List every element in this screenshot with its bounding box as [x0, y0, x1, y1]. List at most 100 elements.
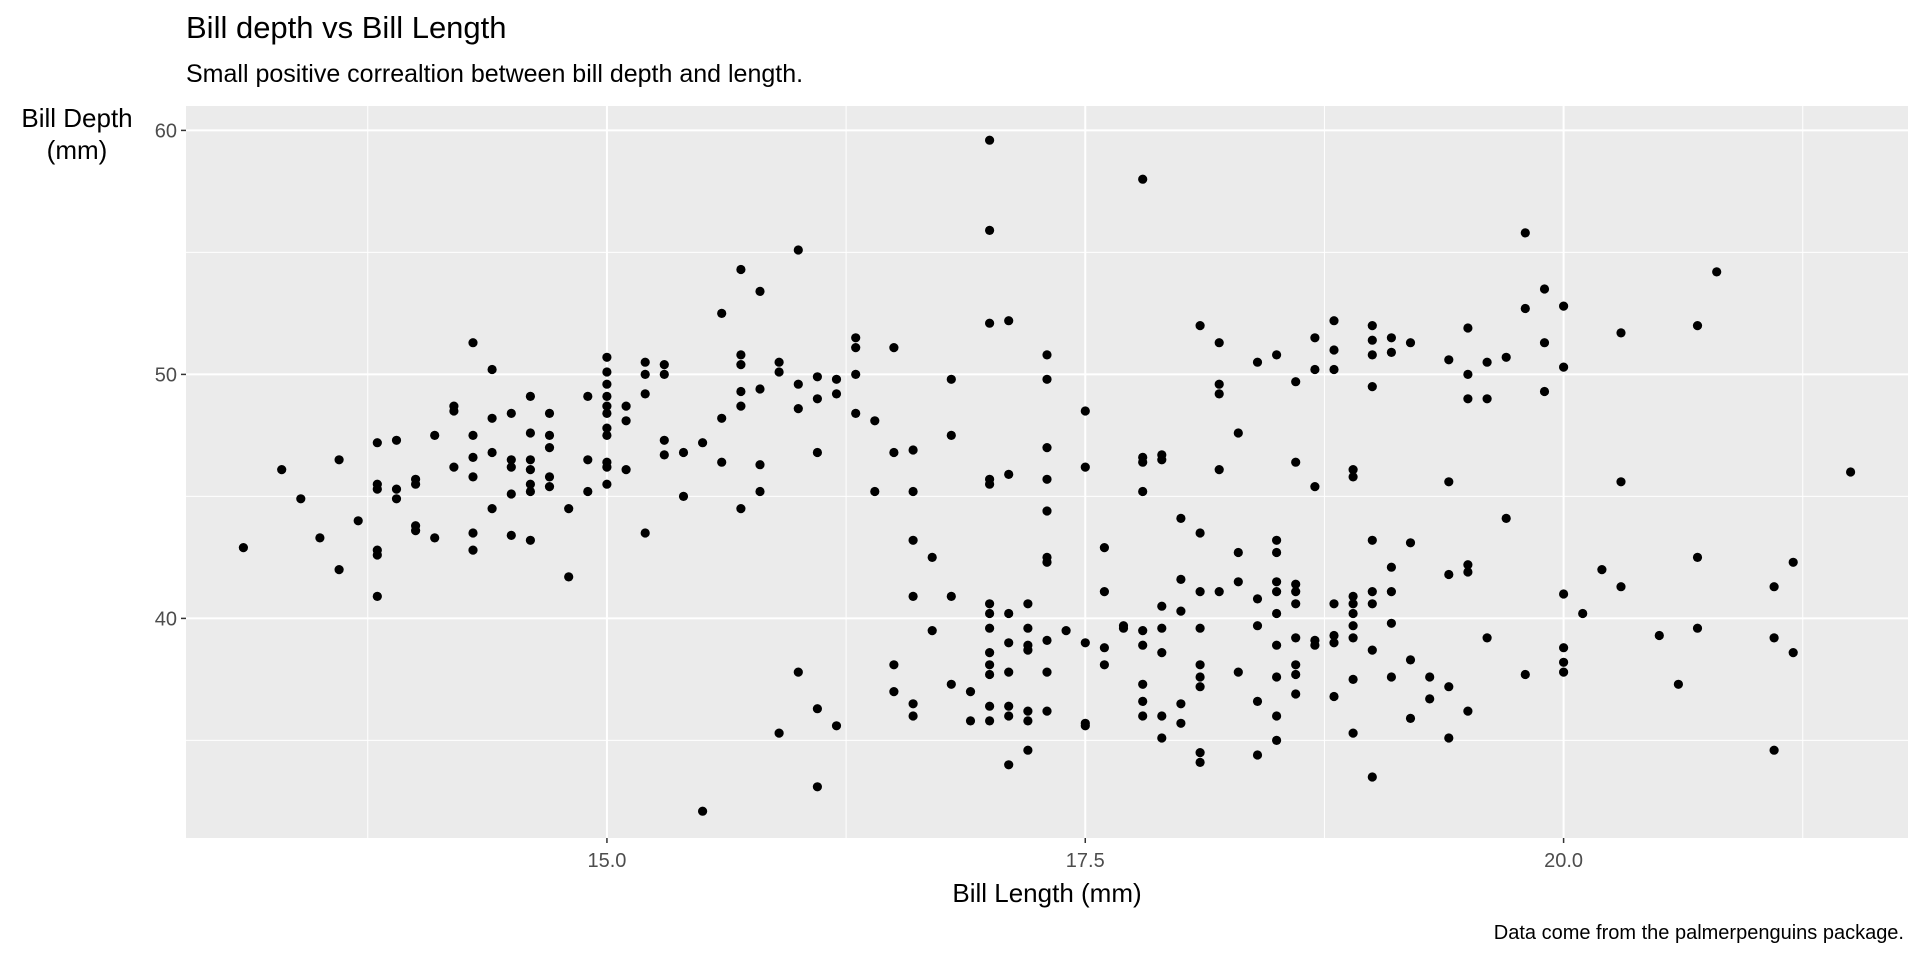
data-point — [659, 369, 669, 379]
data-point — [1157, 623, 1167, 633]
y-tick-label: 50 — [155, 364, 177, 386]
data-point — [1348, 591, 1358, 602]
data-point — [1138, 174, 1148, 184]
data-point — [736, 264, 746, 275]
data-point — [1291, 669, 1301, 680]
data-point — [525, 535, 536, 545]
data-point — [717, 308, 727, 318]
data-point — [1482, 633, 1492, 643]
data-point — [1329, 599, 1339, 609]
data-point — [851, 408, 861, 418]
minor-gridlines — [186, 106, 1908, 838]
data-point — [831, 374, 842, 384]
data-point — [1004, 701, 1014, 711]
data-point — [1367, 645, 1377, 655]
data-point — [1042, 374, 1052, 384]
data-point — [1482, 357, 1492, 367]
data-point — [1520, 228, 1530, 238]
data-point — [544, 408, 555, 418]
data-point — [391, 484, 402, 494]
data-point — [1004, 469, 1014, 479]
axis-ticks: 15.0 17.5 20.0 40 50 60 — [155, 120, 1583, 872]
data-point — [1329, 638, 1339, 648]
data-point — [1176, 574, 1186, 585]
data-point — [831, 721, 842, 731]
data-point — [1138, 679, 1148, 689]
data-point — [755, 486, 765, 497]
data-point — [1482, 394, 1492, 404]
data-point — [525, 465, 536, 475]
data-point — [812, 447, 823, 458]
data-point — [1042, 474, 1052, 484]
data-point — [468, 545, 478, 555]
data-point — [736, 350, 746, 360]
data-point — [985, 623, 995, 633]
data-point — [1080, 462, 1090, 472]
data-point — [1329, 316, 1339, 326]
data-point — [1578, 608, 1588, 619]
data-point — [1157, 601, 1167, 611]
data-point — [1157, 733, 1167, 743]
data-point — [774, 357, 784, 367]
data-point — [1272, 350, 1282, 360]
data-point — [1195, 672, 1205, 682]
data-point — [1138, 640, 1148, 650]
data-point — [1405, 713, 1416, 724]
data-point — [1042, 635, 1052, 646]
data-point — [1004, 608, 1014, 619]
data-point — [1138, 696, 1148, 707]
data-point — [1042, 667, 1052, 677]
data-point — [468, 430, 478, 440]
data-point — [1195, 528, 1205, 538]
data-point — [1597, 565, 1607, 575]
data-point — [659, 360, 669, 370]
data-point — [1386, 562, 1396, 572]
data-point — [1272, 587, 1282, 597]
data-point — [1195, 587, 1205, 597]
data-point — [1559, 362, 1569, 372]
data-point — [985, 716, 995, 726]
data-point — [1042, 350, 1052, 360]
data-point — [1310, 640, 1320, 650]
data-point — [889, 343, 899, 353]
data-point — [1023, 706, 1033, 716]
data-point — [1692, 552, 1703, 563]
data-point — [1501, 352, 1511, 362]
data-point — [544, 482, 555, 492]
data-point — [985, 599, 995, 609]
data-point — [296, 494, 306, 504]
data-point — [487, 447, 497, 458]
data-point — [1291, 579, 1301, 589]
data-point — [755, 460, 765, 470]
data-point — [1195, 682, 1205, 692]
data-point — [870, 416, 880, 426]
data-point — [908, 711, 918, 721]
data-point — [506, 489, 516, 499]
data-point — [602, 430, 612, 440]
data-point — [1252, 621, 1263, 631]
data-point — [1291, 660, 1301, 670]
data-point — [525, 391, 536, 401]
data-point — [1138, 457, 1148, 467]
data-point — [1769, 745, 1779, 755]
data-point — [621, 401, 631, 411]
data-point — [985, 608, 995, 619]
data-point — [736, 386, 746, 397]
data-point — [1023, 645, 1033, 655]
x-axis-label: Bill Length (mm) — [952, 878, 1142, 908]
data-point — [1252, 594, 1263, 604]
data-point — [1559, 301, 1569, 311]
data-point — [1386, 587, 1396, 597]
data-point — [430, 533, 440, 543]
data-point — [391, 435, 402, 445]
data-point — [755, 384, 765, 394]
data-point — [238, 543, 248, 553]
data-point — [1712, 267, 1722, 277]
data-point — [946, 430, 956, 440]
data-point — [1329, 345, 1339, 355]
data-point — [1195, 757, 1205, 768]
data-point — [602, 352, 612, 362]
data-point — [1463, 567, 1473, 577]
data-point — [1616, 328, 1626, 338]
